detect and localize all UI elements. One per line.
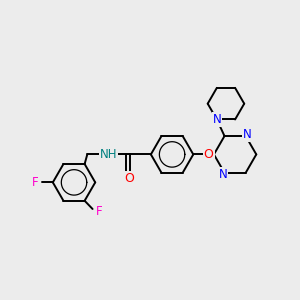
Text: N: N [243, 128, 251, 141]
Text: F: F [96, 206, 103, 218]
Text: N: N [219, 168, 227, 181]
Text: O: O [204, 148, 214, 161]
Text: F: F [32, 176, 38, 189]
Text: N: N [212, 113, 221, 126]
Text: O: O [125, 172, 135, 185]
Text: NH: NH [100, 148, 117, 161]
